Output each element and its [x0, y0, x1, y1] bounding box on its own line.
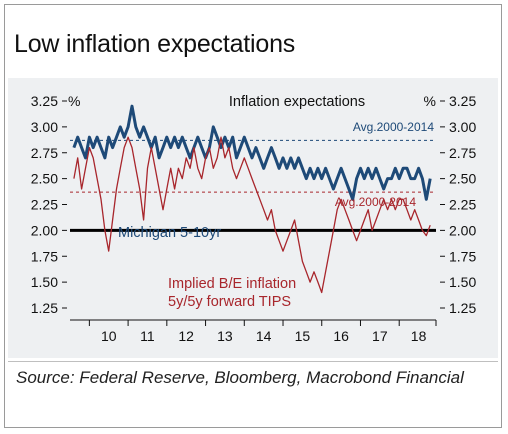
y-tick-label-right: 1.25 — [449, 300, 476, 316]
series-label-michigan: Michigan 5-10yr — [118, 225, 221, 241]
source-divider — [8, 361, 498, 362]
y-tick-label-right: 1.75 — [449, 248, 476, 264]
y-tick-label-left: 1.75 — [31, 248, 58, 264]
avg-label-breakeven: Avg.2000-2014 — [335, 195, 417, 209]
x-tick-label: 15 — [295, 328, 311, 344]
x-tick-label: 18 — [411, 328, 427, 344]
source-note: Source: Federal Reserve, Bloomberg, Macr… — [16, 368, 464, 387]
y-tick-label-right: 1.50 — [449, 274, 476, 290]
y-tick-label-right: 2.25 — [449, 197, 476, 213]
x-tick-label: 11 — [140, 328, 155, 344]
y-tick-label-right: 2.50 — [449, 171, 476, 187]
series-line-michigan — [72, 104, 432, 201]
avg-label-michigan: Avg.2000-2014 — [353, 120, 435, 134]
y-tick-label-right: 3.00 — [449, 119, 476, 135]
y-tick-label-right: 2.75 — [449, 145, 476, 161]
right-unit-label: % — [424, 93, 436, 109]
x-tick-label: 16 — [333, 328, 349, 344]
y-tick-label-right: 3.25 — [449, 93, 476, 109]
series-label-breakeven: Implied B/E inflation 5y/5y forward TIPS — [168, 276, 296, 310]
x-tick-label: 17 — [372, 328, 388, 344]
y-tick-label-left: 2.75 — [31, 145, 58, 161]
left-unit-label: % — [68, 93, 80, 109]
chart-panel — [8, 78, 498, 358]
chart-inner-title: Inflation expectations — [229, 94, 365, 110]
y-tick-label-left: 3.25 — [31, 93, 58, 109]
page-title: Low inflation expectations — [14, 30, 296, 58]
y-tick-label-left: 1.25 — [31, 300, 58, 316]
x-tick-label: 14 — [256, 328, 272, 344]
y-tick-label-left: 3.00 — [31, 119, 58, 135]
y-tick-label-left: 1.50 — [31, 274, 58, 290]
y-tick-label-left: 2.50 — [31, 171, 58, 187]
x-tick-label: 12 — [178, 328, 194, 344]
y-tick-label-right: 2.00 — [449, 222, 476, 238]
y-tick-label-left: 2.25 — [31, 197, 58, 213]
y-tick-label-left: 2.00 — [31, 222, 58, 238]
x-tick-label: 10 — [101, 328, 117, 344]
x-tick-label: 13 — [217, 328, 233, 344]
series-line-breakeven — [73, 136, 431, 294]
